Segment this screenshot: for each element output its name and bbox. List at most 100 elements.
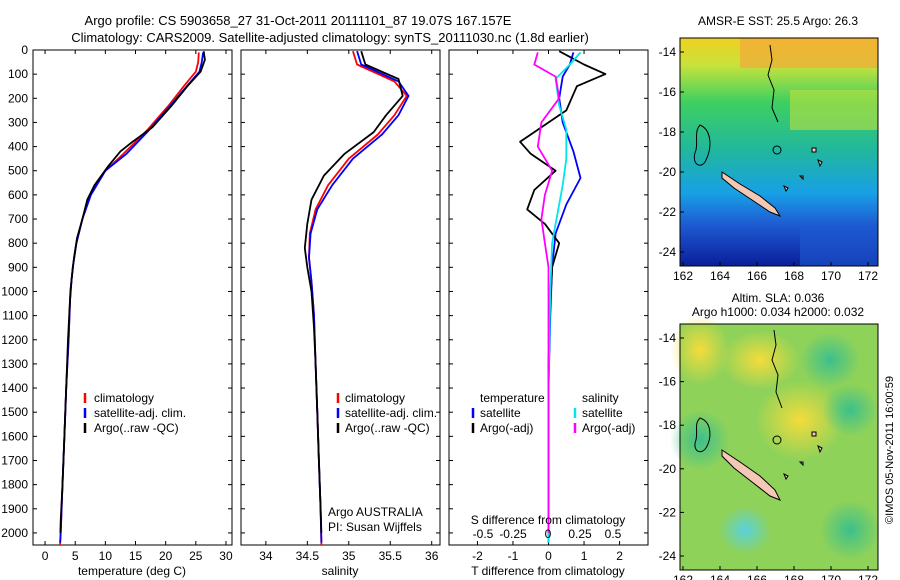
x-tick-label: 15 <box>129 549 143 563</box>
float-owner-label: Argo AUSTRALIA <box>328 505 423 519</box>
map-x-tick-label: 170 <box>821 269 841 283</box>
sla-low-blob <box>822 384 878 436</box>
legend-header-temperature: temperature <box>480 391 545 405</box>
map-x-tick-label: 166 <box>747 269 767 283</box>
x-tick-label: 0 <box>42 549 49 563</box>
x-tick-label: -2 <box>472 549 483 563</box>
map-y-tick-label: -14 <box>659 45 677 59</box>
vanuatu-islands <box>767 44 779 123</box>
difference-x-axis: -2 -1 0 1 2 <box>449 49 648 563</box>
x-tick-label: 35 <box>342 549 356 563</box>
pi-label: PI: Susan Wijffels <box>328 520 422 534</box>
y-tick-label: 1800 <box>1 478 28 492</box>
new-caledonia-island <box>721 449 782 501</box>
map-x-tick-label: 162 <box>673 573 693 580</box>
y-tick-label: 1600 <box>1 429 28 443</box>
legend-label-argo: Argo(..raw -QC) <box>94 421 179 435</box>
sst-coastline <box>693 44 823 218</box>
x-tick-label: 1 <box>581 549 588 563</box>
x-tick-label: 2 <box>616 549 623 563</box>
sla-map-axes: 162 164 166 168 170 172 -14 -16 -18 -20 -22 -24 <box>659 331 879 580</box>
x-tick-label: 5 <box>72 549 79 563</box>
s-difference-tick-labels: -0.5 -0.25 0 0.25 0.5 <box>473 527 622 541</box>
x-tick-label: 10 <box>99 549 113 563</box>
map-y-tick-label: -22 <box>659 205 677 219</box>
salinity-x-axis: 34 34.5 35 35.5 36 <box>241 49 440 563</box>
map-y-tick-label: -20 <box>659 462 677 476</box>
series-line-salinity-argo-adj- <box>533 52 561 533</box>
s-tick-label: 0.5 <box>605 527 622 541</box>
y-tick-label: 600 <box>8 188 28 202</box>
imos-timestamp: ©IMOS 05-Nov-2011 16:00:59 <box>884 376 896 524</box>
sla-low-blob <box>670 410 730 470</box>
y-tick-label: 1900 <box>1 502 28 516</box>
y-tick-label: 1000 <box>1 284 28 298</box>
sla-map-title-2: Argo h1000: 0.034 h2000: 0.032 <box>692 305 864 319</box>
y-tick-label: 300 <box>8 115 28 129</box>
map-y-tick-label: -18 <box>659 418 677 432</box>
x-tick-label: -1 <box>508 549 519 563</box>
temperature-axes-frame <box>32 49 233 546</box>
map-x-tick-label: 172 <box>858 573 878 580</box>
sla-low-blob <box>800 332 860 388</box>
map-x-tick-label: 164 <box>710 269 730 283</box>
map-x-tick-label: 170 <box>821 573 841 580</box>
vanuatu-islands <box>771 329 783 409</box>
sla-high-blob <box>670 315 730 385</box>
y-tick-label: 0 <box>21 43 28 57</box>
sst-map-axes: 162 164 166 168 170 172 -14 -16 -18 -20 -22 -24 <box>659 45 879 283</box>
y-tick-label: 100 <box>8 67 28 81</box>
legend-label-s-argo: Argo(-adj) <box>582 421 635 435</box>
y-tick-label: 1100 <box>2 309 28 323</box>
temperature-x-axis: 0 5 10 15 20 25 30 <box>42 50 233 563</box>
map-y-tick-label: -16 <box>659 375 677 389</box>
legend-label-satellite: satellite-adj. clim. <box>345 406 437 420</box>
x-tick-label: 25 <box>189 549 203 563</box>
y-tick-label: 700 <box>8 212 28 226</box>
salinity-panel: 34 34.5 35 35.5 36 salinity climatology sate… <box>240 49 441 578</box>
sst-warm-patch <box>740 38 878 68</box>
legend-header-salinity: salinity <box>582 391 619 405</box>
sla-low-blob <box>820 500 880 560</box>
x-tick-label: 20 <box>159 549 173 563</box>
temperature-panel: 0100200300400500600700800900100011001200… <box>1 43 233 578</box>
x-tick-label: 0 <box>545 549 552 563</box>
legend-label-s-satellite: satellite <box>582 406 623 420</box>
difference-panel: -2 -1 0 1 2 T difference from climatology S … <box>448 49 649 578</box>
y-tick-label: 900 <box>8 260 28 274</box>
y-tick-label: 800 <box>8 236 28 250</box>
map-y-tick-label: -20 <box>659 165 677 179</box>
y-tick-label: 1500 <box>1 405 28 419</box>
argo-float-marker <box>772 435 782 445</box>
legend-label-satellite: satellite-adj. clim. <box>94 406 186 420</box>
sst-map-title: AMSR-E SST: 25.5 Argo: 26.3 <box>698 14 858 28</box>
legend-label-argo: Argo(..raw -QC) <box>345 421 430 435</box>
title-line-2: Climatology: CARS2009. Satellite-adjuste… <box>71 30 589 45</box>
y-tick-label: 500 <box>8 164 28 178</box>
sst-deep-blue-patch <box>800 228 878 266</box>
sla-coastline <box>694 329 823 501</box>
sla-low-blob <box>719 506 771 554</box>
sla-map-title-1: Altim. SLA: 0.036 <box>732 291 825 305</box>
series-line-argo-raw-qc- <box>59 51 206 533</box>
new-caledonia-island <box>721 171 782 218</box>
map-x-tick-label: 172 <box>858 269 878 283</box>
x-tick-label: 34.5 <box>296 549 320 563</box>
sla-map-frame <box>679 323 879 571</box>
map-y-tick-label: -22 <box>659 505 677 519</box>
legend-label-climatology: climatology <box>345 391 405 405</box>
map-y-tick-label: -16 <box>659 85 677 99</box>
legend-label-t-satellite: satellite <box>480 406 521 420</box>
salinity-legend: climatology satellite-adj. clim. Argo(..… <box>336 391 437 435</box>
temperature-xlabel: temperature (deg C) <box>78 564 186 578</box>
y-tick-label: 1700 <box>1 453 28 467</box>
s-tick-label: -0.5 <box>473 527 494 541</box>
difference-legend: temperature salinity satellite Argo(-adj… <box>471 391 635 435</box>
argo-float-marker <box>772 145 782 155</box>
map-x-tick-label: 162 <box>673 269 693 283</box>
salinity-series <box>303 50 410 546</box>
series-line-argo-raw-qc- <box>303 50 404 533</box>
map-x-tick-label: 164 <box>710 573 730 580</box>
map-x-tick-label: 166 <box>747 573 767 580</box>
